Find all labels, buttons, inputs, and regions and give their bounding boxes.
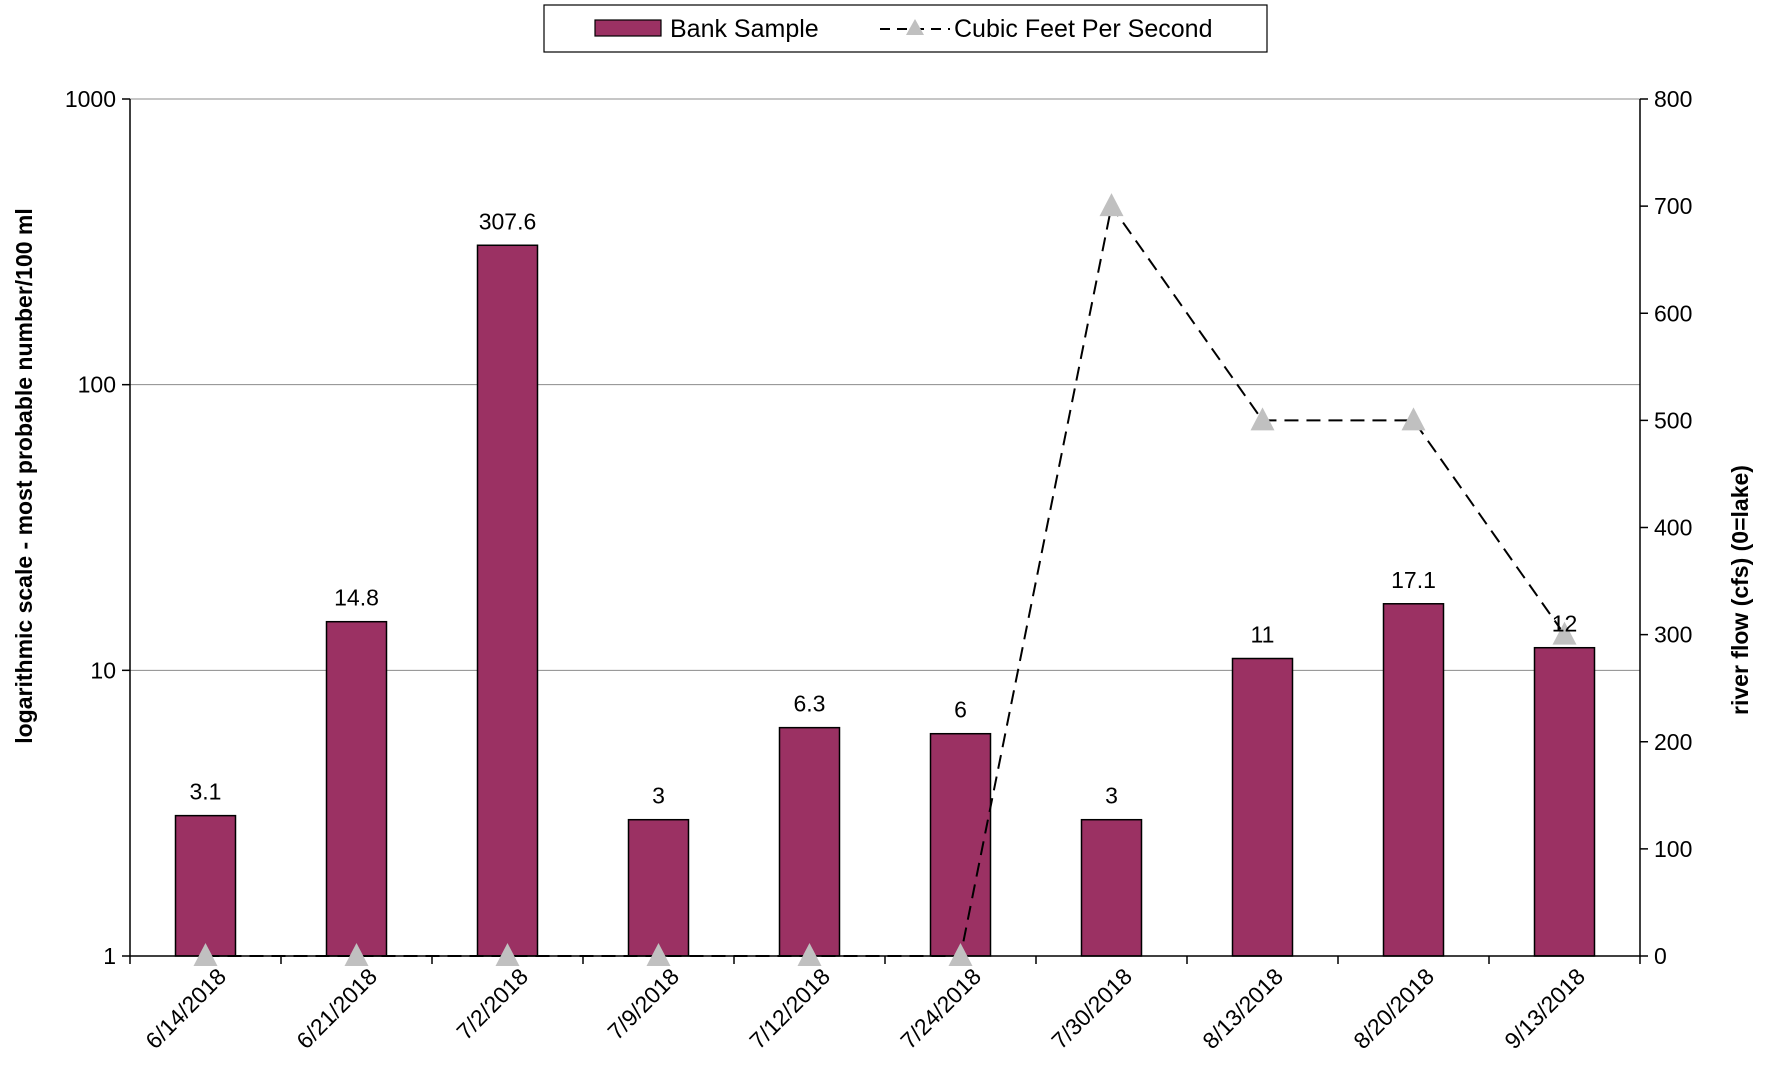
x-tick-label: 8/13/2018	[1197, 963, 1288, 1054]
flow-marker	[495, 943, 520, 966]
flow-marker	[1401, 407, 1426, 431]
bar-data-label: 3	[1105, 783, 1118, 809]
x-tick-label: 6/21/2018	[291, 963, 382, 1054]
bar	[778, 726, 841, 957]
bar-data-label: 307.6	[479, 208, 537, 234]
flow-marker	[193, 943, 218, 966]
y-axis-title: logarithmic scale - most probable number…	[11, 208, 37, 744]
flow-marker	[948, 943, 973, 966]
bar-data-label: 3.1	[190, 779, 222, 805]
flow-marker	[1250, 407, 1275, 431]
bars	[174, 244, 1596, 957]
flow-series-line	[205, 203, 1566, 957]
right-axis-ticks: 0 100 200 300 400 500 600 700 800	[1640, 86, 1692, 969]
y2-tick-label: 100	[1654, 836, 1692, 862]
bar	[1382, 603, 1445, 957]
left-axis-ticks: 1 10 100 1000	[65, 86, 130, 969]
flow-marker	[344, 943, 369, 966]
bar-data-label: 12	[1552, 611, 1578, 637]
bar	[929, 732, 992, 957]
y-tick-label: 1000	[65, 86, 116, 112]
x-tick-label: 7/2/2018	[451, 963, 533, 1045]
y-tick-label: 1	[103, 943, 116, 969]
bar	[174, 814, 237, 957]
bar-data-label: 3	[652, 783, 665, 809]
x-tick-label: 6/14/2018	[140, 963, 231, 1054]
bar	[325, 620, 388, 957]
flow-line	[193, 193, 1577, 966]
flow-marker	[1099, 193, 1124, 217]
y2-tick-label: 700	[1654, 193, 1692, 219]
bar-data-label: 17.1	[1391, 567, 1436, 593]
x-axis-ticks: 6/14/2018 6/21/2018 7/2/2018 7/9/2018 7/12/2…	[129, 956, 1641, 1054]
legend: Bank Sample Cubic Feet Per Second	[543, 4, 1268, 53]
x-tick-label: 7/30/2018	[1046, 963, 1137, 1054]
y-tick-label: 10	[90, 657, 116, 683]
bar	[1080, 818, 1143, 957]
y2-axis-title: river flow (cfs) (0=lake)	[1727, 465, 1753, 715]
x-tick-label: 7/9/2018	[602, 963, 684, 1045]
y-tick-label: 100	[78, 372, 116, 398]
legend-triangle-marker	[906, 19, 924, 35]
bar	[627, 818, 690, 957]
legend-bar-swatch	[594, 19, 662, 37]
bar	[476, 244, 539, 957]
flow-marker	[797, 943, 822, 966]
bar-data-label: 6.3	[794, 691, 826, 717]
y2-tick-label: 200	[1654, 729, 1692, 755]
y2-tick-label: 800	[1654, 86, 1692, 112]
x-tick-label: 7/12/2018	[744, 963, 835, 1054]
flow-marker	[1552, 621, 1577, 645]
y2-tick-label: 400	[1654, 515, 1692, 541]
x-tick-label: 7/24/2018	[895, 963, 986, 1054]
bar-data-label: 14.8	[334, 585, 379, 611]
bar-data-labels: 3.1 14.8 307.6 3 6.3 6 3 11 17.1 12	[190, 208, 1578, 808]
flow-marker	[646, 943, 671, 966]
bar	[1533, 646, 1596, 957]
legend-label-cfs: Cubic Feet Per Second	[954, 15, 1212, 43]
bar-data-label: 6	[954, 697, 967, 723]
bar	[1231, 657, 1294, 957]
y2-tick-label: 600	[1654, 300, 1692, 326]
y2-tick-label: 500	[1654, 407, 1692, 433]
x-tick-label: 8/20/2018	[1348, 963, 1439, 1054]
x-tick-label: 9/13/2018	[1499, 963, 1590, 1054]
y2-tick-label: 300	[1654, 622, 1692, 648]
y2-tick-label: 0	[1654, 943, 1667, 969]
bar-data-label: 11	[1251, 622, 1275, 648]
legend-label-bank-sample: Bank Sample	[670, 15, 819, 43]
